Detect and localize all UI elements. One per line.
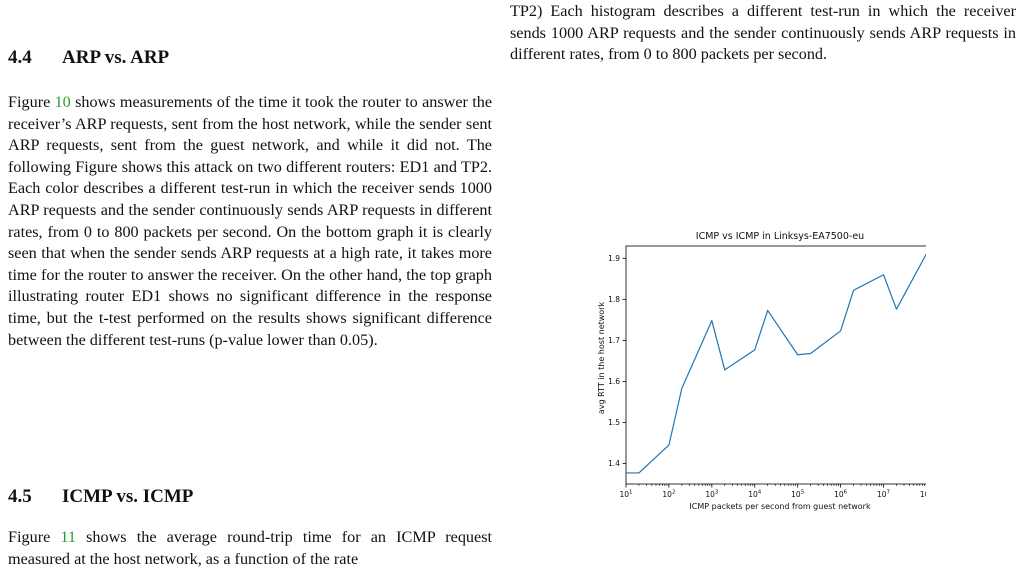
section-heading-4-5: 4.5 ICMP vs. ICMP [8, 485, 193, 509]
paragraph-prefix: Figure [8, 528, 61, 546]
x-tick-label: 105 [791, 490, 805, 500]
x-tick-label: 102 [662, 490, 675, 500]
x-axis-label: ICMP packets per second from guest netwo… [689, 502, 871, 511]
plot-area: 101 102 103 104 105 106 107 108 1.4 1.5 1.6 1.7 1.8 1… [608, 245, 926, 500]
paragraph-prefix: Figure [8, 93, 55, 111]
section-title: ARP vs. ARP [62, 47, 170, 68]
y-tick-label: 1.9 [608, 254, 620, 263]
paragraph-arp: Figure 10 shows measurements of the time… [8, 92, 492, 351]
y-tick-label: 1.6 [608, 377, 620, 386]
plot-frame [625, 245, 926, 485]
y-tick-label: 1.4 [608, 459, 620, 468]
x-tick-label: 106 [834, 490, 848, 500]
y-axis-label: avg RTT in the host network [597, 302, 606, 415]
paragraph-text: shows measurements of the time it took t… [8, 93, 493, 349]
section-heading-4-4: 4.4 ARP vs. ARP [8, 46, 169, 70]
paragraph-text: shows the average round-trip time for an… [8, 528, 493, 568]
section-number: 4.4 [8, 47, 32, 68]
section-title: ICMP vs. ICMP [62, 486, 194, 507]
figure-link-11[interactable]: 11 [60, 528, 76, 546]
chart-title: ICMP vs ICMP in Linksys-EA7500-eu [696, 231, 864, 242]
series-line [626, 253, 926, 474]
x-tick-label: 104 [748, 490, 762, 500]
section-number: 4.5 [8, 486, 32, 507]
x-tick-label: 101 [619, 490, 632, 500]
line-chart: ICMP vs ICMP in Linksys-EA7500-eu 101 102… [597, 231, 926, 511]
x-tick-label: 108 [920, 490, 926, 500]
y-tick-label: 1.7 [608, 336, 620, 345]
y-tick-label: 1.5 [608, 418, 620, 427]
y-tick-label: 1.8 [608, 295, 620, 304]
x-tick-label: 107 [877, 490, 891, 500]
paragraph-caption-continued: TP2) Each histogram describes a differen… [510, 2, 1016, 64]
x-tick-label: 103 [705, 490, 719, 500]
figure-link-10[interactable]: 10 [54, 93, 71, 111]
paragraph-icmp: Figure 11 shows the average round-trip t… [8, 527, 492, 570]
